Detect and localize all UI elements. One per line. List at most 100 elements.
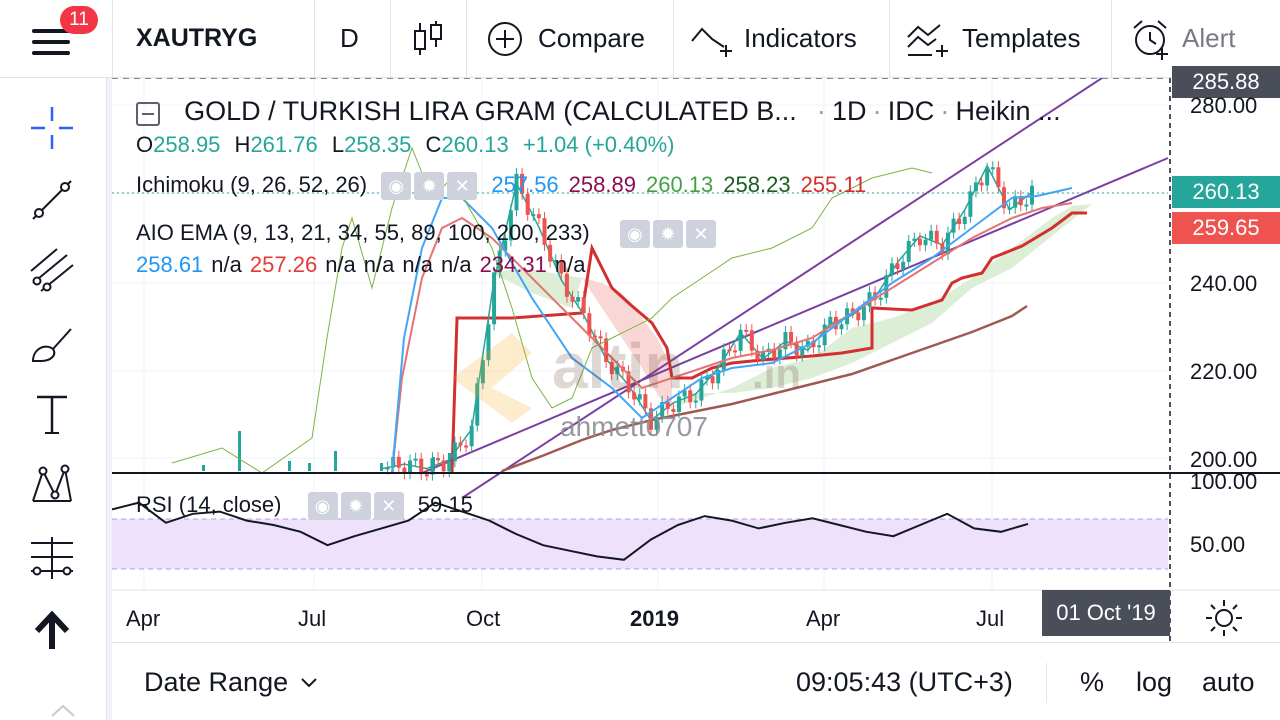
text-tool[interactable] — [22, 384, 82, 444]
candle-body — [962, 216, 967, 224]
hamburger-icon — [32, 28, 70, 55]
ichimoku-legend[interactable]: Ichimoku (9, 26, 52, 26) ◉ ✹ ✕ 257.56 258… — [136, 172, 876, 201]
candle-body — [587, 313, 592, 336]
cursor-date-tag: 01 Oct '19 — [1042, 590, 1170, 636]
eye-icon[interactable]: ◉ — [381, 172, 412, 201]
candle-body — [856, 312, 861, 321]
time-axis[interactable]: Apr Jul Oct 2019 Apr Jul 01 Oct '19 — [112, 590, 1170, 642]
rsi-band — [112, 519, 1168, 569]
interval-button[interactable]: D — [340, 23, 359, 53]
trend-line-tool[interactable] — [22, 170, 82, 230]
candle-body — [626, 371, 631, 393]
gear-icon[interactable]: ✹ — [340, 492, 371, 521]
gear-icon[interactable]: ✹ — [414, 172, 445, 201]
symbol-legend[interactable]: GOLD / TURKISH LIRA GRAM (CALCULATED B..… — [136, 96, 1061, 127]
indicator-value: 258.89 — [568, 172, 636, 197]
collapse-chevron-icon[interactable] — [48, 700, 78, 720]
price-label-220: 220.00 — [1190, 359, 1258, 384]
volume-bar — [334, 451, 337, 471]
volume-bar — [238, 431, 241, 471]
candle-body — [598, 336, 603, 339]
candle-body — [396, 456, 401, 468]
close-icon[interactable]: ✕ — [373, 492, 404, 521]
indicators-button[interactable]: Indicators — [690, 0, 857, 77]
symbol-title: GOLD / TURKISH LIRA GRAM (CALCULATED B..… — [184, 96, 797, 126]
indicator-value: 234.31 — [479, 252, 547, 277]
symbol-search-button[interactable]: XAUTRYG — [136, 24, 258, 52]
candle-body — [604, 338, 609, 362]
candlestick-icon — [414, 20, 442, 55]
price-axis[interactable]: 285.88 280.00 260.13 259.65 240.00 220.0… — [1170, 66, 1280, 590]
price-chart[interactable]: altin .in — [112, 78, 1280, 642]
compare-button[interactable]: Compare — [486, 0, 645, 77]
time-label-apr-2019: Apr — [806, 606, 841, 631]
close-icon[interactable]: ✕ — [447, 172, 478, 201]
percent-toggle[interactable]: % — [1080, 666, 1105, 697]
candle-body — [688, 390, 693, 403]
candle-body — [727, 349, 732, 352]
pitchfork-tool[interactable] — [22, 240, 82, 300]
crosshair-tool[interactable] — [22, 98, 82, 158]
price-candles — [385, 161, 1034, 481]
candle-body — [755, 350, 760, 360]
templates-label: Templates — [962, 23, 1081, 53]
watermark-username: ahmett0707 — [560, 411, 708, 442]
measure-tool[interactable] — [22, 528, 82, 588]
chart-grid — [112, 78, 1168, 590]
candle-body — [676, 396, 681, 412]
close-icon[interactable]: ✕ — [685, 220, 716, 249]
chart-area[interactable]: altin .in ahmett0707 GOLD / TURKISH LIRA… — [112, 66, 1280, 643]
alert-button[interactable]: Alert — [1130, 0, 1235, 77]
gear-icon[interactable]: ✹ — [652, 220, 683, 249]
volume-bars — [202, 431, 451, 471]
alarm-clock-icon — [1133, 19, 1168, 60]
brush-icon — [31, 328, 72, 362]
candle-body — [772, 348, 777, 359]
auto-toggle[interactable]: auto — [1202, 666, 1255, 697]
candle-body — [822, 324, 827, 346]
scroll-up-tool[interactable] — [22, 600, 82, 660]
candle-body — [436, 458, 441, 461]
ichimoku-cloud-green-a — [492, 268, 582, 308]
time-label-jul-2019: Jul — [976, 606, 1005, 631]
candle-body — [721, 349, 726, 370]
clock-time[interactable]: 09:05:43 (UTC+3) — [796, 666, 1013, 697]
log-toggle[interactable]: log — [1136, 666, 1173, 697]
pattern-tool[interactable] — [22, 456, 82, 516]
candle-body — [525, 193, 530, 215]
eye-icon[interactable]: ◉ — [619, 220, 650, 249]
candle-body — [973, 182, 978, 192]
date-range-button[interactable]: Date Range — [144, 643, 320, 720]
candle-body — [492, 272, 497, 325]
legend-style: Heikin ... — [955, 96, 1061, 126]
candle-body — [542, 218, 547, 245]
candle-body — [503, 240, 508, 251]
candle-body — [850, 308, 855, 313]
templates-button[interactable]: Templates — [906, 0, 1081, 77]
collapse-legend-icon[interactable] — [136, 102, 160, 127]
rsi-value: 59.15 — [417, 492, 473, 517]
rsi-legend[interactable]: RSI (14, close) ◉ ✹ ✕ 59.15 — [136, 492, 473, 521]
brush-tool[interactable] — [22, 314, 82, 374]
candle-body — [514, 173, 519, 211]
menu-button[interactable] — [30, 0, 72, 77]
candle-body — [934, 230, 939, 244]
candle-body — [733, 350, 738, 353]
candle-body — [923, 239, 928, 246]
candle-body — [710, 376, 715, 384]
channel-lower-line — [421, 157, 1169, 474]
chart-settings-button[interactable] — [1204, 598, 1244, 643]
candle-body — [951, 218, 956, 233]
candle-body — [559, 260, 564, 274]
candle-body — [553, 260, 558, 263]
aio-ema-legend[interactable]: AIO EMA (9, 13, 21, 34, 55, 89, 100, 200… — [136, 220, 724, 249]
eye-icon[interactable]: ◉ — [307, 492, 338, 521]
settings-sun-icon — [1206, 600, 1242, 636]
date-range-label: Date Range — [144, 666, 289, 697]
candle-body — [777, 349, 782, 359]
ema-200-line — [501, 304, 1028, 473]
rsi-line — [112, 501, 1029, 561]
time-label-jul: Jul — [298, 606, 327, 631]
chart-style-button[interactable] — [412, 0, 444, 77]
time-label-oct: Oct — [466, 606, 501, 631]
